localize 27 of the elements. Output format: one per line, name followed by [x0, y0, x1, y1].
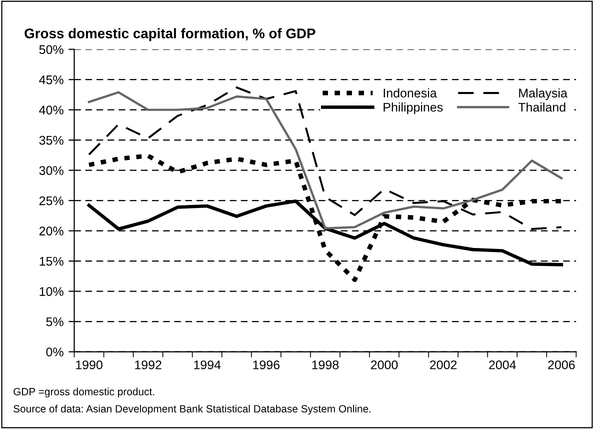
x-tick-label: 1990	[76, 360, 102, 370]
x-tick-label: 1994	[194, 360, 221, 370]
y-tick-label: 10%	[40, 287, 64, 296]
text: GDP =gross domestic product.	[14, 388, 154, 398]
y-tick-label: 0%	[46, 348, 64, 356]
y-tick-label: 50%	[39, 45, 64, 54]
x-tick-label: 2002	[430, 360, 457, 370]
x-tick-label: 1998	[312, 360, 339, 370]
legend-label: Indonesia	[384, 88, 437, 98]
y-tick-label: 35%	[39, 136, 64, 145]
y-tick-label: 25%	[39, 196, 64, 206]
y-tick-label: 45%	[39, 75, 64, 84]
y-tick-label: 5%	[46, 317, 64, 326]
x-tick-label: 2000	[370, 360, 398, 370]
y-tick-label: 30%	[39, 166, 64, 175]
x-tick-label: 2004	[489, 360, 516, 370]
x-tick-label: 1992	[135, 360, 162, 370]
chart-title: Gross domestic capital formation, % of GDP	[24, 28, 316, 42]
legend-label: Malaysia	[519, 88, 568, 100]
y-tick-label: 40%	[39, 106, 64, 114]
legend-label: Thailand	[518, 102, 566, 112]
legend-label: Philippines	[384, 102, 443, 114]
x-tick-label: 1996	[253, 360, 280, 370]
y-tick-label: 20%	[39, 226, 64, 236]
x-tick-label: 2006	[548, 360, 575, 370]
y-tick-label: 15%	[40, 256, 64, 266]
source-note: Source of data: Asian Development Bank Statistical Database System Online.	[14, 404, 371, 415]
